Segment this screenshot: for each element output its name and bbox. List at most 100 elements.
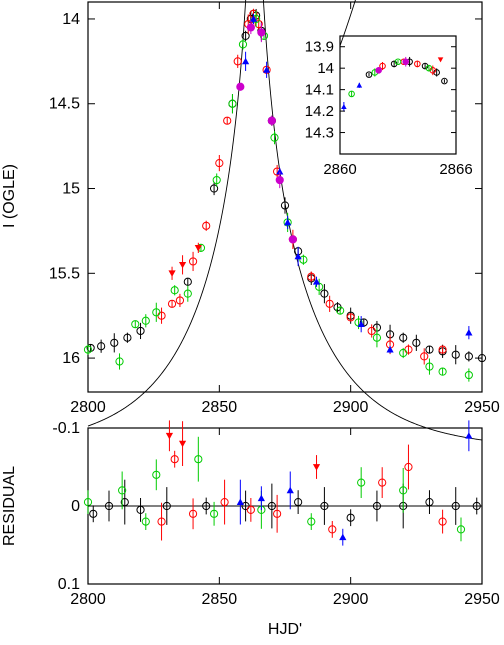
y-tick-label: 16 xyxy=(62,350,80,367)
light-curve-ticks: 2800 2850 2900 2950 14 14.5 15 15.5 16 xyxy=(49,2,500,416)
data-point xyxy=(168,270,176,277)
y-tick-label: -0.1 xyxy=(52,420,80,437)
y-tick-label: 14 xyxy=(62,11,80,28)
data-point xyxy=(188,509,198,518)
x-tick-label: 2900 xyxy=(333,399,369,416)
data-point xyxy=(464,370,473,380)
data-point xyxy=(312,464,321,471)
data-point xyxy=(437,57,444,63)
data-point xyxy=(451,350,460,359)
data-point xyxy=(399,348,408,358)
data-point xyxy=(215,158,224,168)
y-tick-label: 15 xyxy=(62,181,80,198)
data-point xyxy=(270,133,279,142)
y-tick-label: 0 xyxy=(71,498,80,515)
data-point xyxy=(257,494,265,502)
y-tick-label: 0.1 xyxy=(58,576,80,593)
data-point xyxy=(275,175,284,185)
y-tick-label: 13.9 xyxy=(305,39,334,56)
y-tick-label: 14 xyxy=(317,60,334,77)
data-point xyxy=(320,289,329,298)
data-point xyxy=(263,66,271,73)
data-point xyxy=(157,517,166,526)
data-point xyxy=(209,184,219,193)
data-point xyxy=(170,286,179,295)
data-point xyxy=(325,299,334,308)
data-point xyxy=(286,486,294,494)
y-tick-label: 14.2 xyxy=(305,103,334,120)
data-point xyxy=(307,272,316,281)
data-point xyxy=(402,58,410,66)
data-point xyxy=(438,517,447,526)
light-curve-panel: 2800 2850 2900 2950 14 14.5 15 15.5 16 I (OGLE) xyxy=(1,0,500,441)
data-point xyxy=(183,277,192,286)
data-point xyxy=(357,320,365,328)
x-tick-label: 2900 xyxy=(333,591,369,608)
data-point xyxy=(320,501,329,511)
data-point xyxy=(357,478,366,487)
data-point xyxy=(339,533,347,541)
x-tick-label: 2950 xyxy=(464,591,500,608)
data-point xyxy=(267,116,276,125)
data-point xyxy=(386,346,394,353)
data-point xyxy=(223,116,232,125)
data-point xyxy=(246,23,255,32)
data-point xyxy=(162,501,171,511)
data-point xyxy=(284,218,292,226)
data-point xyxy=(152,470,161,479)
data-point xyxy=(288,235,297,244)
data-point xyxy=(414,60,421,68)
data-point xyxy=(372,333,382,342)
light-curve-frame xyxy=(87,1,483,393)
data-point xyxy=(378,478,387,487)
data-point xyxy=(123,333,132,342)
data-point xyxy=(399,486,408,495)
data-point xyxy=(233,57,242,66)
data-point xyxy=(312,278,321,285)
x-tick-label: 2950 xyxy=(464,399,500,416)
data-point xyxy=(257,28,266,37)
inset-background xyxy=(340,36,456,154)
data-point xyxy=(236,498,244,505)
x-tick-label: 2850 xyxy=(202,399,238,416)
data-point xyxy=(299,255,308,264)
data-point xyxy=(356,82,363,88)
x-tick-label: 2860 xyxy=(323,161,356,178)
data-point xyxy=(86,343,95,353)
light-curve-ylabel: I (OGLE) xyxy=(1,164,18,228)
inset-frame xyxy=(339,35,457,155)
data-point xyxy=(273,509,282,518)
data-point xyxy=(307,517,316,526)
data-point xyxy=(115,357,124,366)
data-point xyxy=(346,513,355,522)
data-point xyxy=(220,498,229,507)
data-point xyxy=(238,40,248,49)
data-point xyxy=(465,432,473,439)
data-point xyxy=(212,175,221,185)
data-point xyxy=(441,77,448,85)
data-point xyxy=(178,440,187,448)
data-point xyxy=(249,15,258,22)
data-point xyxy=(425,345,434,354)
data-point xyxy=(425,498,434,507)
data-point xyxy=(202,221,211,230)
data-point xyxy=(365,71,373,78)
data-point xyxy=(110,338,119,347)
data-point xyxy=(136,326,145,336)
data-point xyxy=(246,505,255,514)
inset-panel: 2860 2866 13.9 14 14.1 14.2 14.3 xyxy=(305,0,473,178)
y-tick-label: 14.5 xyxy=(49,96,80,113)
data-point xyxy=(254,19,263,29)
data-point xyxy=(336,306,345,315)
data-point xyxy=(328,525,337,534)
residual-xlabel: HJD' xyxy=(268,621,302,638)
data-point xyxy=(236,82,245,91)
light-curve-points xyxy=(83,8,487,382)
data-point xyxy=(242,57,250,65)
data-point xyxy=(141,517,150,526)
data-point xyxy=(188,257,198,266)
data-point xyxy=(456,525,466,534)
data-point xyxy=(120,498,129,507)
data-point xyxy=(420,352,429,361)
data-point xyxy=(209,509,219,518)
